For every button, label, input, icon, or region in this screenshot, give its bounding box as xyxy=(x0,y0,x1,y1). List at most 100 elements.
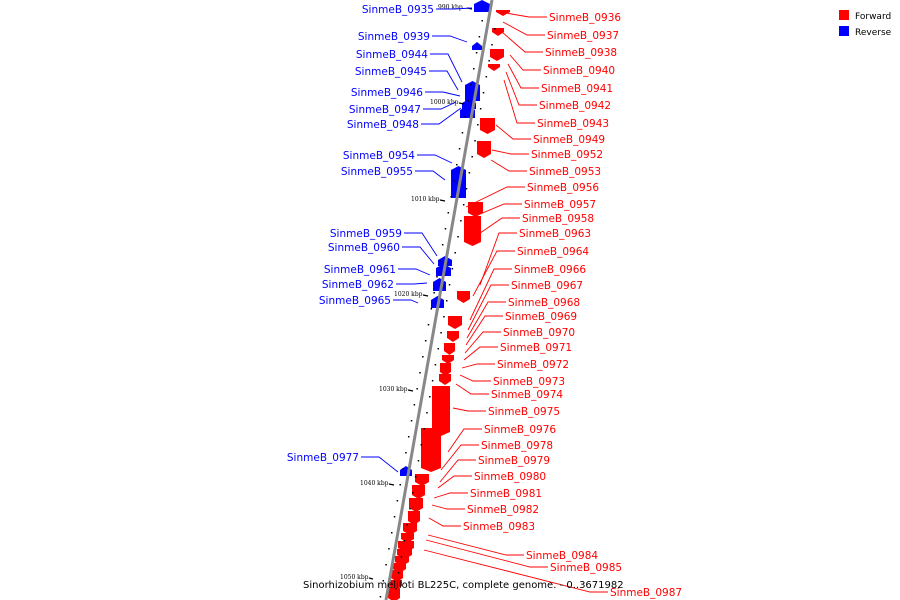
scale-dot xyxy=(436,276,438,278)
forward-gene-label: SinmeB_0974 xyxy=(491,389,563,401)
reverse-label-connector xyxy=(361,456,399,473)
reverse-gene-label: SinmeB_0935 xyxy=(362,4,434,16)
reverse-gene-label: SinmeB_0977 xyxy=(287,452,359,464)
reverse-label-connector xyxy=(415,170,446,181)
forward-gene-arrow xyxy=(492,28,504,36)
reverse-label-connector xyxy=(432,35,468,43)
scale-dot xyxy=(465,188,468,190)
kbp-tick-mark xyxy=(439,199,446,202)
genome-backbone xyxy=(384,0,494,600)
gene-labels: SinmeB_0936 SinmeB_0937 SinmeB_0938 SinmeB_… xyxy=(287,4,682,599)
forward-label-connector xyxy=(467,284,509,331)
forward-label-connector xyxy=(461,363,495,369)
scale-dot xyxy=(475,52,478,54)
reverse-gene-label: SinmeB_0959 xyxy=(330,228,402,240)
forward-gene-label: SinmeB_0978 xyxy=(481,440,553,452)
legend-forward-label: Forward xyxy=(855,12,891,22)
reverse-label-connector xyxy=(436,7,473,10)
forward-label-connector xyxy=(469,268,512,321)
kbp-tick-label: 990 kbp xyxy=(438,4,463,11)
forward-label-connector xyxy=(465,315,503,346)
scale-dot xyxy=(410,420,413,422)
forward-gene-arrow xyxy=(444,343,455,355)
scale-dot xyxy=(434,364,437,366)
forward-gene-label: SinmeB_0940 xyxy=(543,65,615,77)
scale-dot xyxy=(409,508,411,510)
scale-dot xyxy=(451,268,454,270)
scale-dot xyxy=(471,156,473,158)
scale-dot xyxy=(462,204,465,206)
scale-dot xyxy=(419,372,421,374)
scale-dot xyxy=(488,60,490,62)
forward-label-connector xyxy=(502,21,545,36)
scale-dot xyxy=(422,356,424,358)
kbp-tick-label: 1010 kbp xyxy=(411,196,440,203)
reverse-gene-label: SinmeB_0955 xyxy=(341,166,413,178)
forward-gene-label: SinmeB_0967 xyxy=(511,280,583,292)
forward-gene-arrow xyxy=(490,49,504,61)
forward-gene-label: SinmeB_0970 xyxy=(503,327,575,339)
reverse-gene-label: SinmeB_0954 xyxy=(343,150,415,162)
forward-label-connector xyxy=(490,159,527,172)
scale-dot xyxy=(482,92,485,94)
scale-dot xyxy=(431,380,434,382)
forward-label-connector xyxy=(501,31,543,53)
forward-label-connector xyxy=(437,475,472,489)
kbp-tick-label: 1000 kbp xyxy=(430,99,459,106)
scale-dot xyxy=(414,476,417,478)
scale-dot xyxy=(464,116,467,118)
legend-reverse-swatch xyxy=(839,26,849,36)
scale-dot xyxy=(399,484,401,486)
scale-dot xyxy=(395,588,397,590)
scale-dot xyxy=(396,500,399,502)
forward-gene-label: SinmeB_0952 xyxy=(531,149,603,161)
reverse-gene-label: SinmeB_0944 xyxy=(356,49,428,61)
scale-dot xyxy=(450,196,452,198)
reverse-gene-label: SinmeB_0962 xyxy=(322,279,394,291)
reverse-gene-label: SinmeB_0960 xyxy=(328,242,400,254)
forward-label-connector xyxy=(452,407,486,412)
scale-dot xyxy=(407,436,410,438)
forward-gene-label: SinmeB_0953 xyxy=(529,166,601,178)
reverse-gene-label: SinmeB_0947 xyxy=(349,104,421,116)
forward-gene-arrow xyxy=(447,331,459,342)
forward-gene-label: SinmeB_0983 xyxy=(463,521,535,533)
scale-dot xyxy=(397,572,400,574)
scale-dot xyxy=(427,324,430,326)
forward-label-connector xyxy=(466,301,506,339)
reverse-gene-label: SinmeB_0948 xyxy=(347,119,419,131)
forward-label-connector xyxy=(465,186,525,208)
forward-gene-label: SinmeB_0943 xyxy=(537,118,609,130)
scale-dot xyxy=(423,428,425,430)
forward-label-connector xyxy=(509,54,541,71)
scale-dot xyxy=(413,404,416,406)
scale-dot xyxy=(416,388,418,390)
reverse-label-connector xyxy=(417,154,453,164)
forward-gene-arrow xyxy=(488,64,500,71)
forward-label-connector xyxy=(507,63,539,89)
forward-label-connector xyxy=(425,539,548,568)
reverse-gene-arrow xyxy=(472,42,482,50)
forward-gene-label: SinmeB_0964 xyxy=(517,246,589,258)
forward-gene-label: SinmeB_0941 xyxy=(541,83,613,95)
reverse-label-connector xyxy=(423,101,457,110)
scale-dot xyxy=(477,124,479,126)
forward-gene-arrow xyxy=(448,316,462,329)
forward-label-connector xyxy=(503,79,535,124)
scale-dot xyxy=(467,100,469,102)
forward-label-connector xyxy=(459,374,491,382)
forward-gene-arrow xyxy=(477,141,491,158)
forward-gene-label: SinmeB_0937 xyxy=(547,30,619,42)
forward-label-connector xyxy=(431,504,465,510)
kbp-tick-mark xyxy=(422,294,429,297)
forward-label-connector xyxy=(439,459,476,483)
forward-gene-arrow xyxy=(442,355,454,364)
scale-dot xyxy=(460,220,462,222)
scale-dot xyxy=(485,76,488,78)
scale-dot xyxy=(385,564,387,566)
forward-gene-label: SinmeB_0957 xyxy=(524,199,596,211)
scale-dot xyxy=(491,44,493,46)
forward-gene-label: SinmeB_0979 xyxy=(478,455,550,467)
forward-gene-arrow xyxy=(421,428,441,472)
